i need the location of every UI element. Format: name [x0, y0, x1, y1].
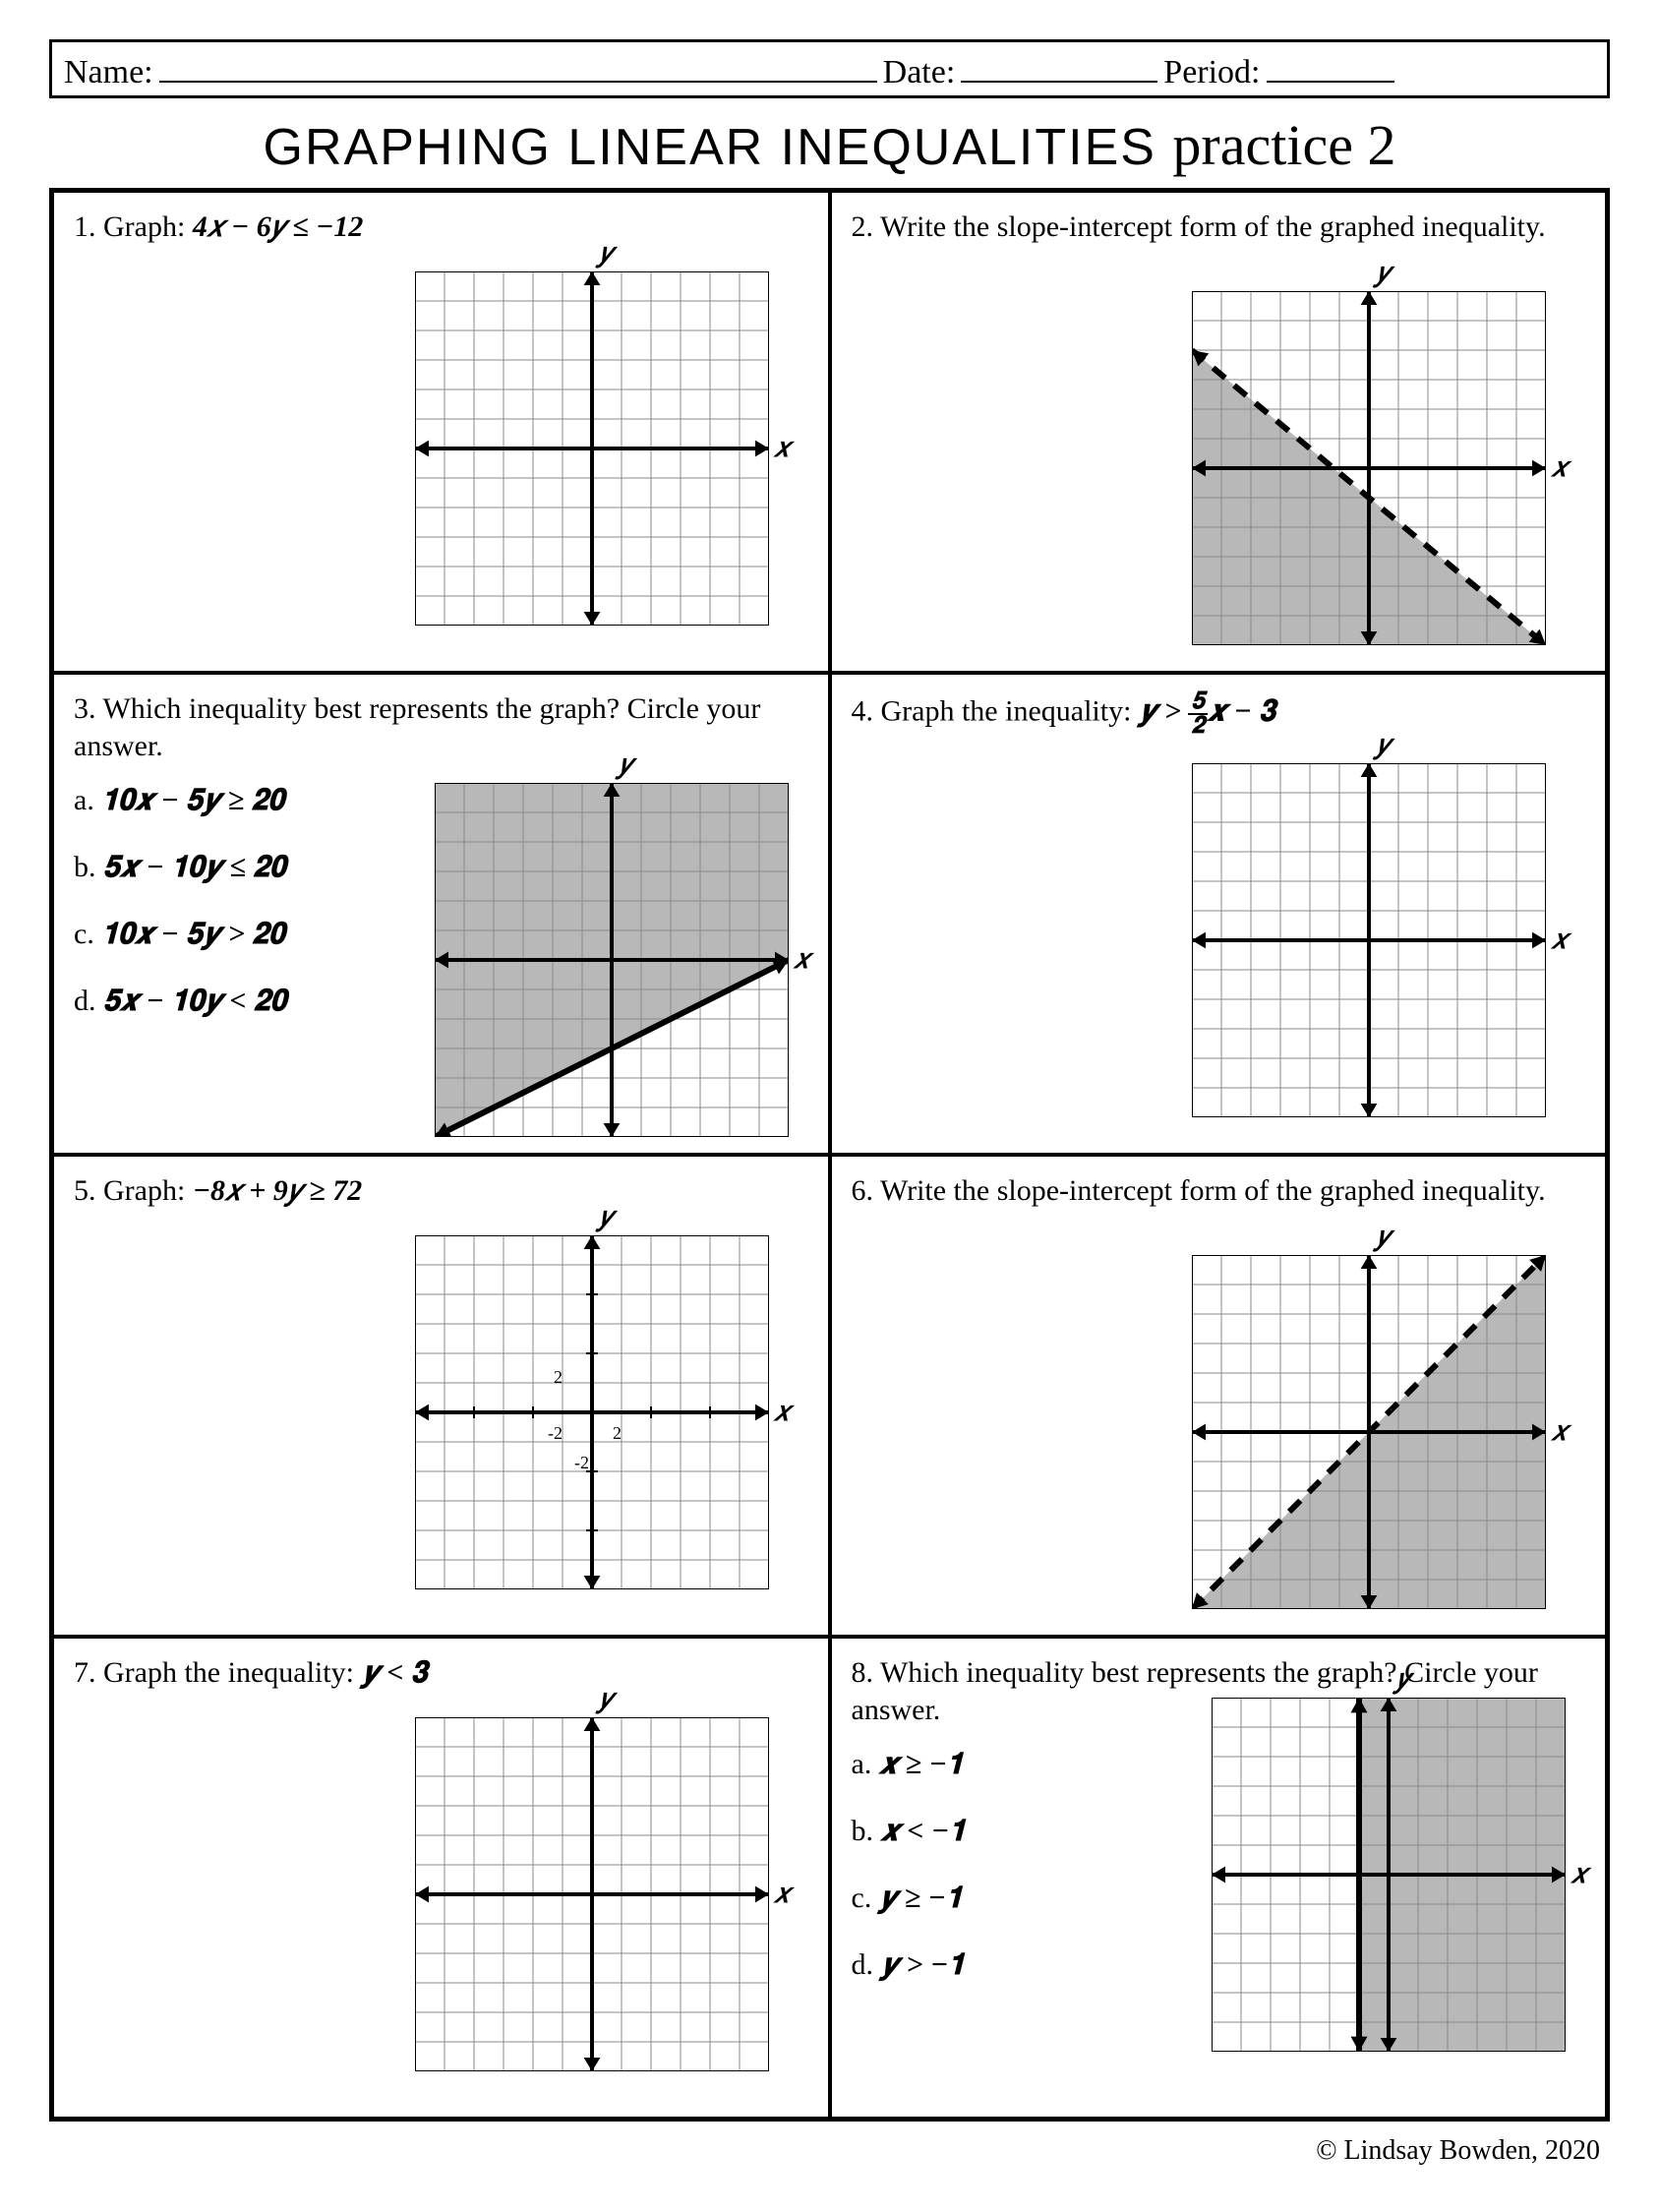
y-axis-label: 𝑦	[1377, 730, 1390, 761]
page-title: GRAPHING LINEAR INEQUALITIES practice 2	[49, 112, 1610, 178]
period-blank[interactable]	[1267, 46, 1394, 83]
svg-text:-2: -2	[548, 1423, 563, 1443]
title-script: practice 2	[1172, 113, 1395, 177]
x-axis-label: 𝑥	[1552, 925, 1568, 956]
graph: 𝑦𝑥	[435, 783, 789, 1145]
y-axis-label: 𝑦	[600, 1202, 613, 1233]
problem-cell: 2. Write the slope-intercept form of the…	[830, 191, 1608, 673]
problem-cell: 8. Which inequality best represents the …	[830, 1637, 1608, 2119]
name-blank[interactable]	[159, 46, 877, 83]
x-axis-label: 𝑥	[1552, 1416, 1568, 1448]
graph: 𝑦𝑥	[415, 1717, 769, 2079]
y-axis-label: 𝑦	[1396, 1664, 1409, 1696]
problem-prompt: 4. Graph the inequality: 𝒚 > 𝟓𝟐𝒙 − 𝟑	[852, 690, 1586, 738]
y-axis-label: 𝑦	[1377, 1222, 1390, 1253]
graph: 𝑦𝑥	[1192, 763, 1546, 1125]
problem-prompt: 5. Graph: −8𝑥 + 9𝑦 ≥ 72	[74, 1172, 808, 1210]
graph: 2-22-2𝑦𝑥	[415, 1235, 769, 1597]
copyright: © Lindsay Bowden, 2020	[49, 2135, 1600, 2167]
coordinate-grid	[415, 271, 769, 626]
svg-text:2: 2	[613, 1423, 622, 1443]
x-axis-label: 𝑥	[1552, 452, 1568, 484]
y-axis-label: 𝑦	[1377, 258, 1390, 289]
problem-cell: 3. Which inequality best represents the …	[52, 673, 830, 1155]
coordinate-grid	[1212, 1698, 1566, 2052]
y-axis-label: 𝑦	[620, 749, 632, 781]
problem-prompt: 2. Write the slope-intercept form of the…	[852, 209, 1586, 246]
title-main: GRAPHING LINEAR INEQUALITIES	[264, 119, 1173, 176]
problem-prompt: 7. Graph the inequality: 𝒚 < 𝟑	[74, 1654, 808, 1692]
y-axis-label: 𝑦	[600, 238, 613, 269]
coordinate-grid	[1192, 1255, 1546, 1609]
problem-prompt: 1. Graph: 4𝑥 − 6𝑦 ≤ −12	[74, 209, 808, 246]
x-axis-label: 𝑥	[775, 1879, 791, 1910]
coordinate-grid	[1192, 763, 1546, 1117]
x-axis-label: 𝑥	[795, 944, 810, 976]
date-blank[interactable]	[961, 46, 1157, 83]
problem-prompt: 3. Which inequality best represents the …	[74, 690, 808, 764]
coordinate-grid	[435, 783, 789, 1137]
svg-text:2: 2	[554, 1367, 563, 1387]
coordinate-grid	[1192, 291, 1546, 645]
x-axis-label: 𝑥	[1571, 1859, 1587, 1890]
period-label: Period:	[1163, 54, 1260, 91]
graph: 𝑦𝑥	[1192, 291, 1546, 653]
problem-grid: 1. Graph: 4𝑥 − 6𝑦 ≤ −12𝑦𝑥2. Write the sl…	[49, 188, 1610, 2122]
graph: 𝑦𝑥	[1192, 1255, 1546, 1617]
date-label: Date:	[883, 54, 956, 91]
graph: 𝑦𝑥	[1212, 1698, 1566, 2060]
name-label: Name:	[64, 54, 153, 91]
problem-cell: 7. Graph the inequality: 𝒚 < 𝟑𝑦𝑥	[52, 1637, 830, 2119]
x-axis-label: 𝑥	[775, 433, 791, 464]
y-axis-label: 𝑦	[600, 1684, 613, 1715]
coordinate-grid: 2 -2 2 -2	[415, 1235, 769, 1589]
problem-prompt: 6. Write the slope-intercept form of the…	[852, 1172, 1586, 1210]
graph: 𝑦𝑥	[415, 271, 769, 633]
svg-text:-2: -2	[574, 1453, 589, 1472]
problem-cell: 4. Graph the inequality: 𝒚 > 𝟓𝟐𝒙 − 𝟑𝑦𝑥	[830, 673, 1608, 1155]
problem-cell: 1. Graph: 4𝑥 − 6𝑦 ≤ −12𝑦𝑥	[52, 191, 830, 673]
header-fields: Name: Date: Period:	[49, 39, 1610, 98]
x-axis-label: 𝑥	[775, 1397, 791, 1428]
coordinate-grid	[415, 1717, 769, 2071]
problem-cell: 5. Graph: −8𝑥 + 9𝑦 ≥ 72 2 -2 2 -2 𝑦 𝑥	[52, 1155, 830, 1637]
problem-cell: 6. Write the slope-intercept form of the…	[830, 1155, 1608, 1637]
